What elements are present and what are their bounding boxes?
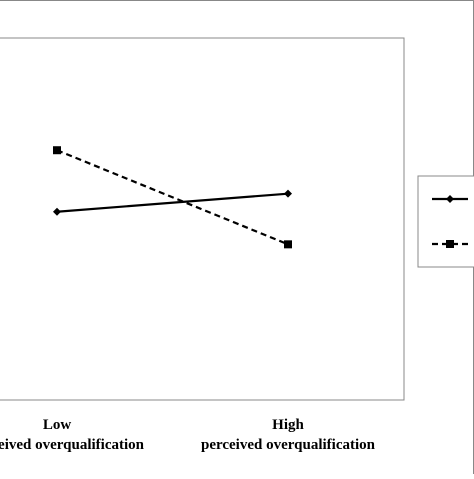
x-tick-sublabel-low: perceived overqualification [0,437,145,453]
series-1-line [56,192,289,213]
legend [417,175,474,268]
series-1-point-2 [284,189,292,198]
series-1-point-1 [53,207,61,216]
series-2-point-1 [53,146,61,155]
x-tick-labels: Low perceived overqualification High per… [0,417,376,453]
legend-series-2-marker [446,240,454,248]
x-tick-label-high: High [272,417,304,433]
plot-area [0,37,405,401]
legend-box [417,175,474,268]
series-2-point-2 [284,240,292,249]
x-tick-sublabel-high: perceived overqualification [201,437,376,453]
legend-series-1-marker [446,195,454,203]
series-2-line [56,149,289,246]
series-layer [53,146,292,249]
x-tick-label-low: Low [43,417,72,433]
